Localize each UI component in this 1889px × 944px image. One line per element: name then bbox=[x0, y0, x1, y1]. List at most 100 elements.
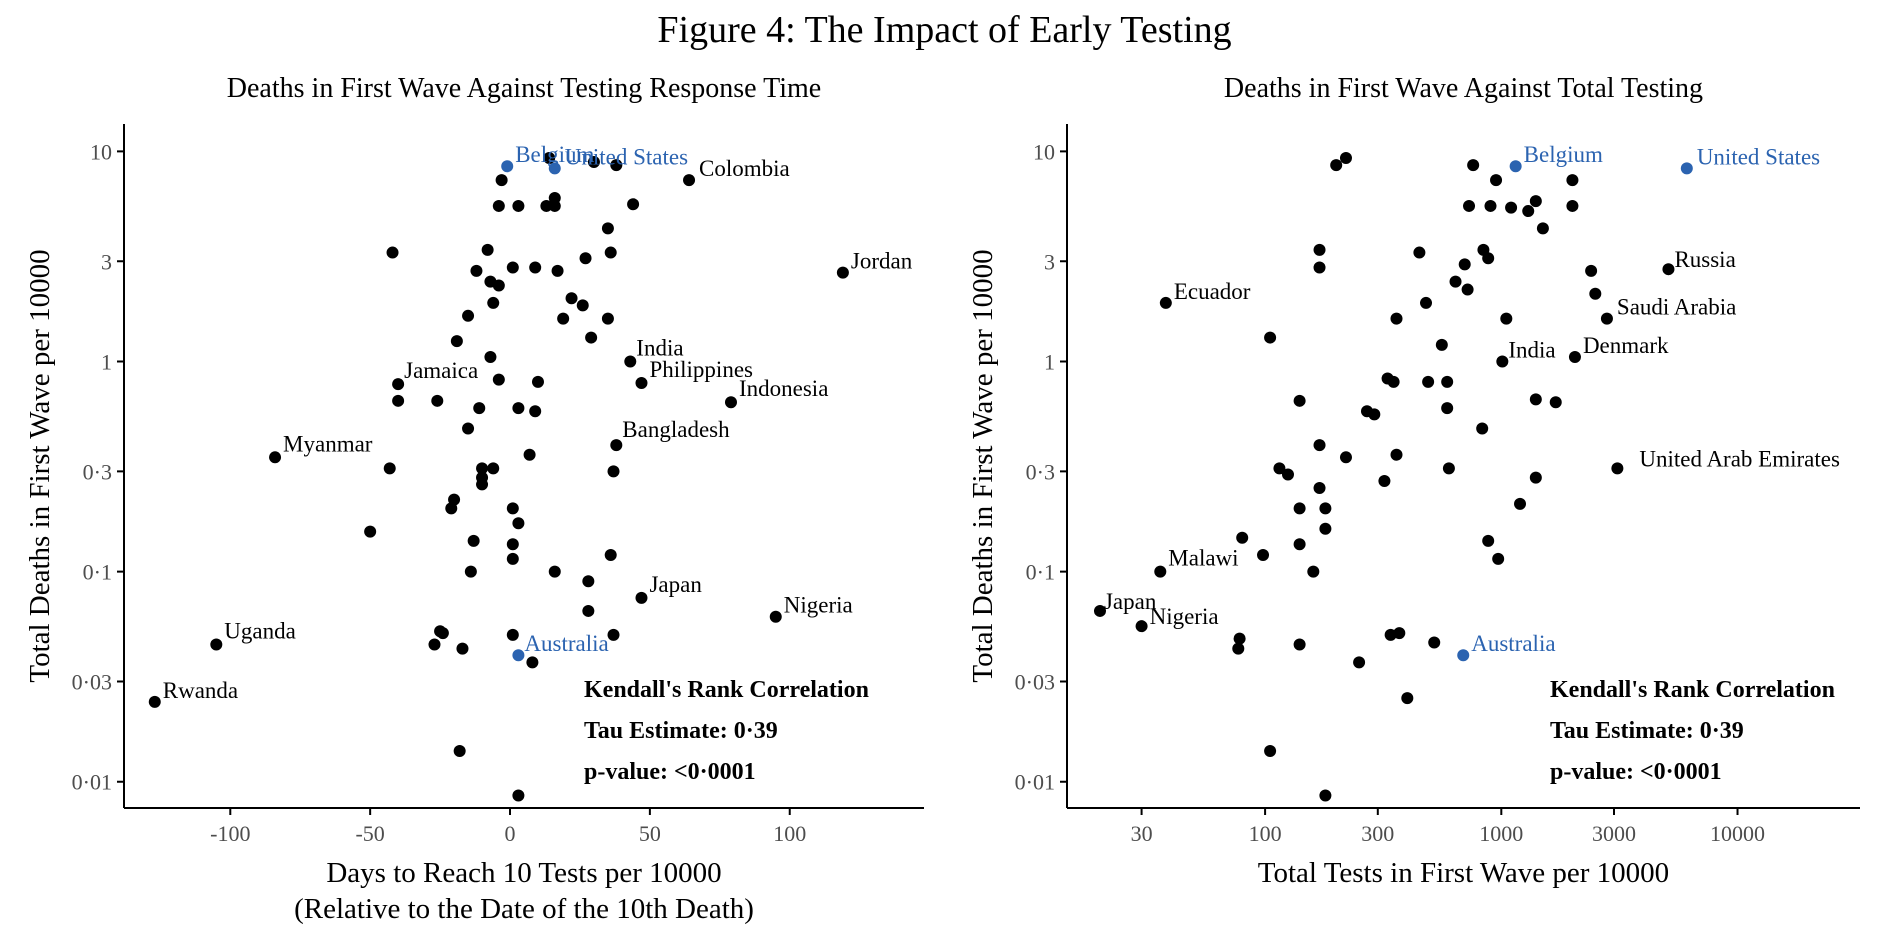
data-point bbox=[1401, 692, 1414, 705]
data-point-labeled bbox=[635, 591, 648, 604]
data-point bbox=[431, 394, 444, 407]
point-label: Nigeria bbox=[1150, 604, 1219, 629]
data-point bbox=[1514, 497, 1527, 510]
data-point-labeled bbox=[724, 396, 737, 409]
data-point bbox=[1420, 296, 1433, 309]
data-point bbox=[1428, 636, 1441, 649]
data-point bbox=[1458, 258, 1471, 271]
point-label: Denmark bbox=[1583, 333, 1669, 358]
data-point bbox=[481, 243, 494, 256]
data-point bbox=[601, 222, 614, 235]
data-point-labeled bbox=[1600, 312, 1613, 325]
stats-line: Tau Estimate: 0·39 bbox=[584, 718, 778, 744]
data-point bbox=[1281, 468, 1294, 481]
data-point bbox=[1536, 222, 1549, 235]
point-label: Uganda bbox=[224, 618, 296, 643]
data-point-labeled bbox=[1154, 565, 1167, 578]
data-point bbox=[470, 264, 483, 277]
data-point bbox=[585, 331, 598, 344]
data-point bbox=[506, 628, 519, 641]
data-point bbox=[604, 548, 617, 561]
data-point bbox=[582, 575, 595, 588]
data-point bbox=[1319, 789, 1332, 802]
data-point bbox=[1387, 375, 1400, 388]
x-tick-label: 50 bbox=[639, 821, 661, 846]
data-point-labeled bbox=[769, 610, 782, 623]
data-point bbox=[1589, 287, 1602, 300]
data-point bbox=[543, 152, 556, 165]
data-point bbox=[1529, 195, 1542, 208]
data-point-labeled bbox=[1611, 462, 1624, 475]
data-point bbox=[1339, 451, 1352, 464]
data-point bbox=[1585, 264, 1598, 277]
data-point bbox=[506, 552, 519, 565]
point-label: India bbox=[636, 336, 683, 361]
point-label: Malawi bbox=[1168, 546, 1238, 571]
data-point bbox=[607, 465, 620, 478]
data-point bbox=[484, 351, 497, 364]
data-point bbox=[1264, 745, 1277, 758]
data-point bbox=[450, 335, 463, 348]
x-tick-label: 100 bbox=[773, 821, 806, 846]
data-point bbox=[506, 502, 519, 515]
data-point bbox=[1390, 448, 1403, 461]
data-point bbox=[445, 502, 458, 515]
point-label: Jamaica bbox=[404, 358, 478, 383]
data-point bbox=[1482, 252, 1495, 265]
point-label: Rwanda bbox=[163, 678, 238, 703]
data-point-labeled bbox=[1568, 351, 1581, 364]
data-point bbox=[548, 192, 561, 205]
data-point bbox=[607, 628, 620, 641]
data-point bbox=[531, 375, 544, 388]
point-label: Russia bbox=[1674, 247, 1735, 272]
point-label: Saudi Arabia bbox=[1617, 295, 1736, 320]
point-label: Australia bbox=[524, 631, 608, 656]
data-point bbox=[1529, 471, 1542, 484]
y-axis-label: Total Deaths in First Wave per 10000 bbox=[967, 249, 999, 682]
data-point bbox=[512, 789, 525, 802]
stats-line: Tau Estimate: 0·39 bbox=[1550, 718, 1744, 744]
data-point bbox=[512, 199, 525, 212]
y-tick-label: 0·01 bbox=[1015, 770, 1055, 795]
y-tick-label: 0·03 bbox=[1015, 669, 1055, 694]
y-tick-label: 10 bbox=[90, 139, 112, 164]
data-point bbox=[1484, 199, 1497, 212]
panel-title: Deaths in First Wave Against Testing Res… bbox=[227, 73, 821, 104]
data-point bbox=[476, 478, 489, 491]
data-point bbox=[579, 252, 592, 265]
data-point bbox=[1368, 408, 1381, 421]
data-point bbox=[386, 246, 399, 259]
data-point bbox=[526, 656, 539, 669]
point-label: United States bbox=[1697, 144, 1820, 169]
data-point bbox=[565, 292, 578, 305]
point-label: India bbox=[1508, 338, 1555, 363]
data-point bbox=[529, 405, 542, 418]
data-point bbox=[512, 517, 525, 530]
data-point bbox=[506, 538, 519, 551]
data-point bbox=[473, 402, 486, 415]
data-point bbox=[1441, 375, 1454, 388]
x-tick-label: -100 bbox=[210, 821, 250, 846]
x-tick-label: 30 bbox=[1131, 821, 1153, 846]
data-point bbox=[529, 261, 542, 274]
data-point bbox=[1449, 275, 1462, 288]
data-point bbox=[1461, 283, 1474, 296]
data-point bbox=[492, 373, 505, 386]
panel-title: Deaths in First Wave Against Total Testi… bbox=[1224, 73, 1703, 104]
data-point-labeled bbox=[836, 266, 849, 279]
point-label: United States bbox=[565, 144, 688, 169]
data-point-labeled bbox=[501, 160, 514, 173]
data-point bbox=[1476, 422, 1489, 435]
point-label: United Arab Emirates bbox=[1639, 446, 1840, 471]
data-point bbox=[1330, 159, 1343, 172]
y-axis-label: Total Deaths in First Wave per 10000 bbox=[24, 249, 56, 682]
data-point-labeled bbox=[548, 162, 561, 175]
data-point bbox=[1393, 627, 1406, 640]
x-axis-label: Days to Reach 10 Tests per 10000 bbox=[326, 857, 721, 889]
point-label: Japan bbox=[649, 572, 702, 597]
x-tick-label: 0 bbox=[505, 821, 516, 846]
chart-panel-right: Deaths in First Wave Against Total Testi… bbox=[967, 73, 1860, 889]
figure-title: Figure 4: The Impact of Early Testing bbox=[657, 9, 1232, 51]
